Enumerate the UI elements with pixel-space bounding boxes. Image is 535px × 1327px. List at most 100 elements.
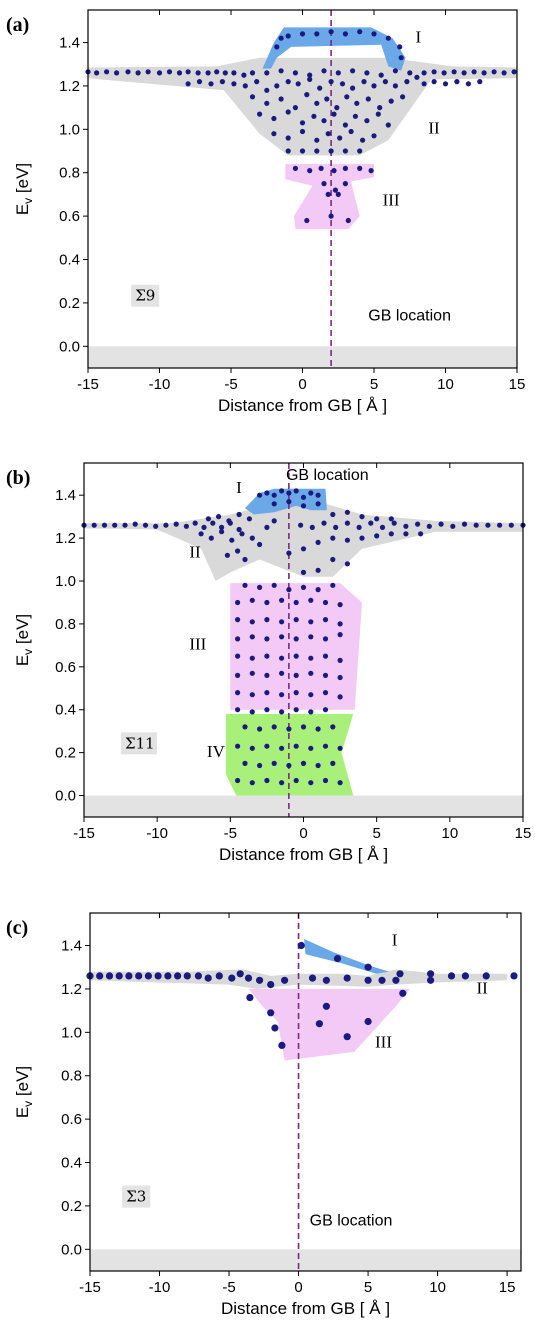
data-point (144, 972, 152, 980)
data-point (295, 81, 301, 87)
data-point (293, 653, 299, 659)
data-point (322, 743, 329, 749)
data-point (300, 584, 307, 591)
data-point (322, 777, 329, 784)
data-point (300, 760, 307, 767)
data-point (219, 79, 225, 85)
data-point (216, 514, 222, 520)
data-point (293, 672, 299, 679)
data-point (343, 974, 351, 982)
data-point (285, 79, 291, 85)
data-point (249, 619, 255, 625)
data-point (242, 582, 248, 588)
data-point (299, 128, 306, 135)
data-point (257, 111, 263, 117)
data-point (300, 546, 307, 552)
data-point (204, 974, 212, 982)
data-point (308, 490, 314, 496)
data-point (337, 602, 343, 608)
data-point (379, 524, 386, 531)
data-point (427, 976, 435, 984)
data-point (325, 131, 331, 137)
data-point (299, 31, 306, 37)
data-point (442, 81, 449, 87)
data-point (271, 492, 277, 498)
data-point (292, 105, 298, 111)
region-label-I: I (392, 931, 398, 950)
data-point (328, 29, 334, 35)
data-point (315, 501, 321, 507)
region-I (262, 27, 406, 71)
y-tick-label: 1.2 (55, 530, 76, 547)
data-point (112, 522, 118, 528)
data-point (264, 70, 270, 76)
data-point (361, 79, 367, 85)
data-point (337, 657, 343, 664)
x-axis-title: Distance from GB [ Å ] (218, 396, 387, 415)
baseline-band (84, 795, 523, 817)
data-point (292, 70, 298, 76)
y-tick-label: 0.0 (59, 338, 80, 355)
data-point (249, 655, 255, 661)
data-point (271, 1024, 279, 1032)
data-point (357, 148, 363, 154)
data-point (308, 597, 314, 603)
sigma-box (131, 284, 160, 307)
data-point (382, 79, 388, 85)
data-point (465, 81, 471, 87)
data-point (332, 187, 338, 193)
data-point (132, 521, 138, 527)
data-point (264, 743, 270, 749)
data-point (461, 70, 467, 76)
data-point (249, 597, 255, 603)
data-point (257, 726, 263, 732)
x-tick-label: 5 (364, 1279, 372, 1296)
y-axis-subscript: v (21, 649, 35, 655)
data-point (264, 707, 270, 713)
data-point (271, 501, 277, 507)
data-point (279, 655, 285, 661)
data-point (279, 597, 285, 603)
data-point (135, 70, 141, 76)
data-point (368, 168, 374, 174)
data-point (447, 972, 456, 980)
data-point (257, 762, 263, 769)
data-point (174, 972, 182, 980)
data-point (286, 490, 292, 496)
data-point (337, 632, 343, 638)
data-point (348, 128, 354, 135)
x-tick-label: 0 (299, 825, 307, 842)
region-III (248, 988, 410, 1061)
region-I (304, 939, 389, 974)
data-point (163, 522, 169, 528)
data-point (135, 972, 143, 980)
data-point (441, 70, 447, 76)
data-point (315, 587, 321, 593)
data-point (271, 760, 277, 767)
data-point (371, 83, 377, 89)
data-point (96, 972, 104, 980)
y-tick-label: 0.6 (59, 208, 80, 225)
data-point (342, 122, 348, 128)
data-point (374, 533, 380, 539)
data-point (264, 690, 270, 696)
y-tick-label: 0.8 (59, 165, 80, 182)
data-point (344, 561, 350, 567)
data-point (194, 972, 202, 980)
data-point (236, 970, 244, 978)
data-point (325, 191, 331, 197)
data-point (293, 777, 299, 784)
data-point (365, 96, 371, 102)
panel-label: (c) (6, 917, 28, 939)
data-point (482, 972, 490, 980)
data-point (264, 653, 270, 659)
data-point (330, 582, 336, 588)
data-point (354, 100, 360, 106)
data-point (399, 989, 407, 997)
data-point (286, 587, 292, 593)
data-point (279, 745, 285, 751)
data-point (271, 582, 277, 588)
data-point (364, 976, 372, 984)
data-point (297, 941, 305, 950)
data-point (185, 81, 191, 87)
